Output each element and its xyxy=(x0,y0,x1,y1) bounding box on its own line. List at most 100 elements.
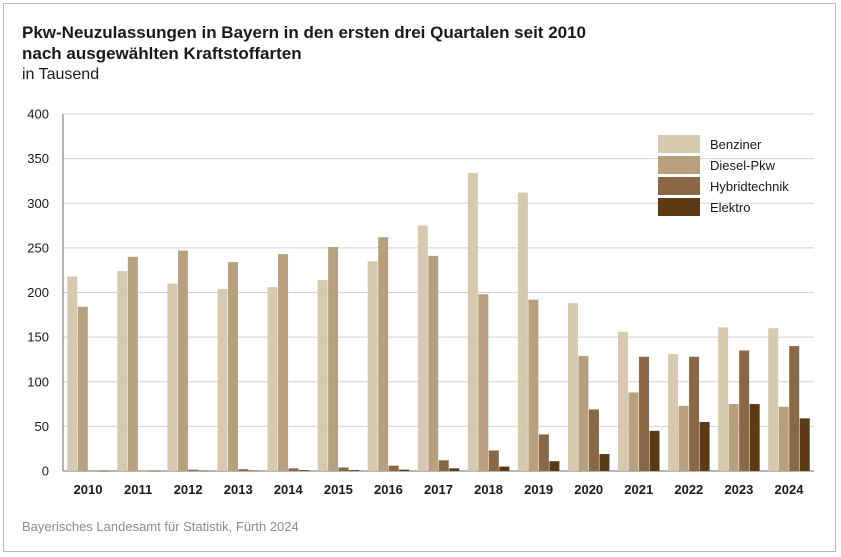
bar xyxy=(578,355,589,471)
bar xyxy=(639,356,650,471)
x-tick-label: 2022 xyxy=(674,482,703,497)
x-tick-label: 2019 xyxy=(524,482,553,497)
y-tick-label: 100 xyxy=(27,374,49,389)
bar xyxy=(378,237,389,471)
bar xyxy=(299,470,310,471)
x-tick-label: 2012 xyxy=(174,482,203,497)
x-tick-label: 2011 xyxy=(124,482,152,497)
bar xyxy=(328,246,339,471)
bar xyxy=(238,469,249,471)
bar xyxy=(177,250,188,471)
bar xyxy=(67,276,78,471)
bar xyxy=(567,303,578,471)
x-tick-label: 2018 xyxy=(474,482,503,497)
chart-title-line2: nach ausgewählten Kraftstoffarten xyxy=(22,44,302,63)
bar xyxy=(618,331,629,471)
x-tick-label: 2021 xyxy=(624,482,653,497)
bar xyxy=(417,225,428,471)
bar xyxy=(649,430,660,471)
legend-label: Benziner xyxy=(710,137,762,152)
x-tick-label: 2014 xyxy=(274,482,304,497)
bar xyxy=(88,470,99,472)
x-tick-label: 2023 xyxy=(724,482,753,497)
x-tick-label: 2020 xyxy=(574,482,603,497)
bar xyxy=(668,354,679,471)
bar xyxy=(227,262,238,471)
bar xyxy=(789,346,800,471)
bar xyxy=(267,287,278,471)
bar xyxy=(278,254,289,471)
bar xyxy=(98,470,109,472)
legend-label: Elektro xyxy=(710,200,750,215)
bar xyxy=(488,450,499,471)
x-tick-label: 2015 xyxy=(324,482,353,497)
x-tick-label: 2017 xyxy=(424,482,453,497)
bar xyxy=(399,469,410,471)
bar xyxy=(167,283,178,471)
legend: Benziner Diesel-Pkw Hybridtechnik Elektro xyxy=(658,135,789,216)
bar xyxy=(768,328,779,471)
legend-label: Hybridtechnik xyxy=(710,179,789,194)
bar xyxy=(799,418,810,471)
bar xyxy=(517,192,528,472)
legend-label: Diesel-Pkw xyxy=(710,158,776,173)
bar xyxy=(549,461,560,471)
chart-title: Pkw-Neuzulassungen in Bayern in den erst… xyxy=(22,23,587,42)
source-note: Bayerisches Landesamt für Statistik, Für… xyxy=(22,519,299,534)
bar xyxy=(428,255,439,471)
bar xyxy=(338,467,349,471)
bar xyxy=(127,256,138,471)
bar xyxy=(749,404,760,471)
bar xyxy=(499,466,510,471)
bar xyxy=(438,460,449,471)
x-axis-ticks: 2010 2011 2012 2013 2014 2015 2016 2017 2018 2019… xyxy=(74,482,805,497)
y-tick-label: 400 xyxy=(27,107,49,122)
bar xyxy=(388,465,399,471)
title-block: Pkw-Neuzulassungen in Bayern in den erst… xyxy=(22,22,586,85)
x-tick-label: 2024 xyxy=(775,482,805,497)
x-tick-label: 2010 xyxy=(74,482,103,497)
bar xyxy=(699,421,710,471)
gridlines xyxy=(62,113,814,472)
bar xyxy=(449,468,460,471)
bar xyxy=(588,409,599,471)
y-tick-label: 200 xyxy=(27,285,49,300)
y-tick-label: 350 xyxy=(27,151,49,166)
bar xyxy=(248,470,259,472)
bar xyxy=(718,327,729,471)
bar xyxy=(538,434,549,471)
bar xyxy=(138,470,149,472)
bars xyxy=(67,172,810,472)
bar xyxy=(117,271,128,471)
bar xyxy=(739,350,750,471)
bar xyxy=(349,470,360,471)
y-axis-ticks: 0 50 100 150 200 250 300 350 400 xyxy=(27,107,49,479)
bar xyxy=(728,404,739,471)
bar xyxy=(599,454,610,471)
bar xyxy=(148,470,159,472)
y-tick-label: 50 xyxy=(35,419,49,434)
y-tick-label: 300 xyxy=(27,196,49,211)
legend-swatch xyxy=(658,135,700,153)
bar xyxy=(678,405,689,471)
bar xyxy=(478,294,489,471)
bar xyxy=(217,288,228,471)
legend-swatch xyxy=(658,198,700,216)
chart-subtitle: in Tausend xyxy=(22,66,100,83)
x-tick-label: 2016 xyxy=(374,482,403,497)
bar xyxy=(467,172,478,471)
legend-swatch xyxy=(658,156,700,174)
bar xyxy=(288,468,299,471)
legend-swatch xyxy=(658,177,700,195)
bar xyxy=(198,470,209,472)
bar xyxy=(317,280,328,471)
bar xyxy=(628,392,639,471)
y-tick-label: 150 xyxy=(27,330,49,345)
bar xyxy=(689,356,700,471)
bar xyxy=(77,306,88,471)
x-tick-label: 2013 xyxy=(224,482,253,497)
bar xyxy=(528,299,539,471)
bar xyxy=(188,469,199,471)
y-tick-label: 250 xyxy=(27,240,49,255)
